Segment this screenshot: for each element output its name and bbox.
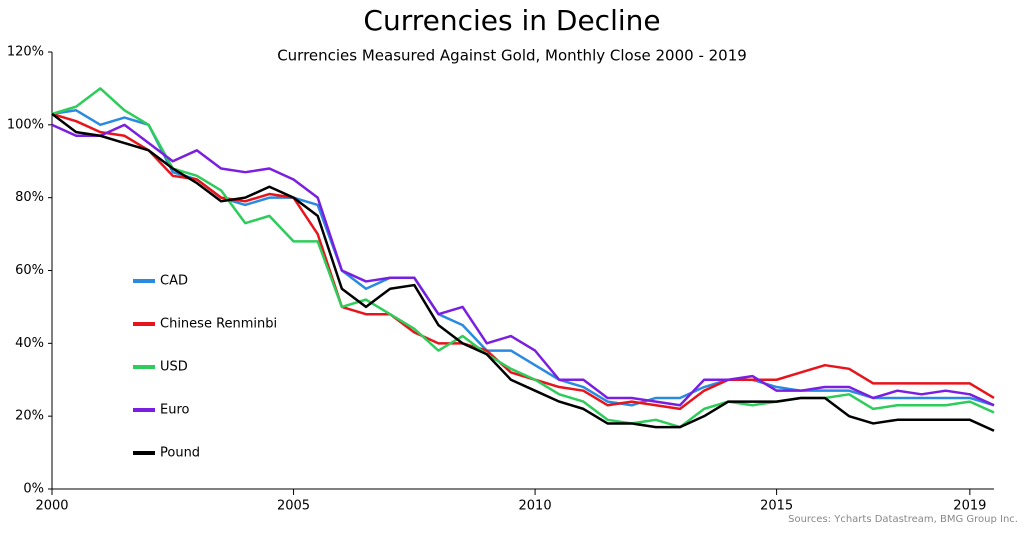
legend-label: Chinese Renminbi [160, 317, 277, 332]
y-tick-label: 120% [7, 45, 44, 60]
x-tick-label: 2019 [953, 499, 986, 514]
legend-label: CAD [160, 274, 188, 289]
series-line [51, 123, 995, 407]
legend-label: Pound [160, 446, 200, 461]
series-line [51, 109, 995, 407]
series-line [51, 112, 995, 432]
x-tick-label: 2005 [277, 499, 310, 514]
chart-subtitle: Currencies Measured Against Gold, Monthl… [277, 47, 747, 65]
legend-label: USD [160, 360, 188, 375]
y-tick-label: 0% [23, 482, 44, 497]
y-tick-label: 60% [15, 263, 44, 278]
y-tick-label: 80% [15, 190, 44, 205]
source-note: Sources: Ycharts Datastream, BMG Group I… [788, 514, 1018, 525]
series-line [51, 112, 995, 411]
x-tick-label: 2015 [760, 499, 793, 514]
x-tick-label: 2000 [35, 499, 68, 514]
y-tick-label: 100% [7, 117, 44, 132]
chart-title: Currencies in Decline [363, 4, 660, 37]
y-tick-label: 40% [15, 336, 44, 351]
x-tick-label: 2010 [519, 499, 552, 514]
series-line [51, 87, 995, 429]
legend-label: Euro [160, 403, 190, 418]
y-tick-label: 20% [15, 409, 44, 424]
